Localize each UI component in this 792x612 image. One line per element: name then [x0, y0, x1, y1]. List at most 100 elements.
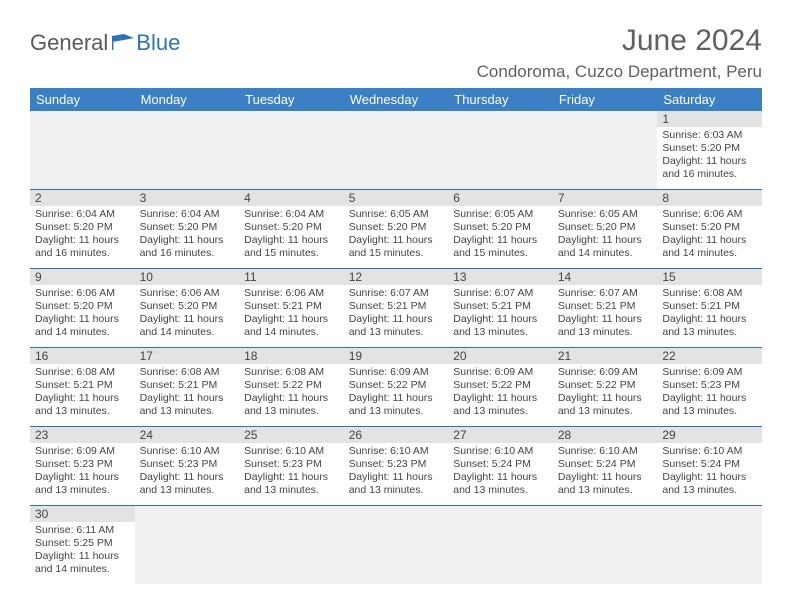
- calendar-cell: [239, 506, 344, 585]
- day-number: 23: [30, 427, 135, 443]
- calendar-cell: [344, 506, 449, 585]
- calendar-cell: [30, 111, 135, 190]
- calendar-row: 30Sunrise: 6:11 AMSunset: 5:25 PMDayligh…: [30, 506, 762, 585]
- calendar-cell: 28Sunrise: 6:10 AMSunset: 5:24 PMDayligh…: [553, 427, 658, 506]
- day-details: Sunrise: 6:10 AMSunset: 5:24 PMDaylight:…: [448, 443, 553, 502]
- weekday-header: Saturday: [657, 88, 762, 111]
- calendar-cell: 27Sunrise: 6:10 AMSunset: 5:24 PMDayligh…: [448, 427, 553, 506]
- day-details: Sunrise: 6:05 AMSunset: 5:20 PMDaylight:…: [448, 206, 553, 265]
- calendar-cell: 20Sunrise: 6:09 AMSunset: 5:22 PMDayligh…: [448, 348, 553, 427]
- day-number: 9: [30, 269, 135, 285]
- day-details: Sunrise: 6:09 AMSunset: 5:22 PMDaylight:…: [448, 364, 553, 423]
- day-details: Sunrise: 6:10 AMSunset: 5:23 PMDaylight:…: [239, 443, 344, 502]
- calendar-cell: 12Sunrise: 6:07 AMSunset: 5:21 PMDayligh…: [344, 269, 449, 348]
- calendar-cell: [239, 111, 344, 190]
- calendar-cell: [135, 111, 240, 190]
- location: Condoroma, Cuzco Department, Peru: [477, 62, 762, 82]
- day-details: Sunrise: 6:05 AMSunset: 5:20 PMDaylight:…: [553, 206, 658, 265]
- calendar-cell: 3Sunrise: 6:04 AMSunset: 5:20 PMDaylight…: [135, 190, 240, 269]
- calendar-row: 1Sunrise: 6:03 AMSunset: 5:20 PMDaylight…: [30, 111, 762, 190]
- calendar-cell: 17Sunrise: 6:08 AMSunset: 5:21 PMDayligh…: [135, 348, 240, 427]
- weekday-header: Wednesday: [344, 88, 449, 111]
- calendar-cell: 26Sunrise: 6:10 AMSunset: 5:23 PMDayligh…: [344, 427, 449, 506]
- calendar-cell: 29Sunrise: 6:10 AMSunset: 5:24 PMDayligh…: [657, 427, 762, 506]
- day-number: 4: [239, 190, 344, 206]
- day-details: Sunrise: 6:11 AMSunset: 5:25 PMDaylight:…: [30, 522, 135, 581]
- day-details: Sunrise: 6:04 AMSunset: 5:20 PMDaylight:…: [239, 206, 344, 265]
- day-number: 16: [30, 348, 135, 364]
- day-number: 24: [135, 427, 240, 443]
- calendar-cell: 15Sunrise: 6:08 AMSunset: 5:21 PMDayligh…: [657, 269, 762, 348]
- day-number: 26: [344, 427, 449, 443]
- calendar-cell: 6Sunrise: 6:05 AMSunset: 5:20 PMDaylight…: [448, 190, 553, 269]
- day-details: Sunrise: 6:08 AMSunset: 5:21 PMDaylight:…: [30, 364, 135, 423]
- day-number: 27: [448, 427, 553, 443]
- day-number: 11: [239, 269, 344, 285]
- calendar-row: 16Sunrise: 6:08 AMSunset: 5:21 PMDayligh…: [30, 348, 762, 427]
- calendar-cell: 13Sunrise: 6:07 AMSunset: 5:21 PMDayligh…: [448, 269, 553, 348]
- day-details: Sunrise: 6:06 AMSunset: 5:20 PMDaylight:…: [30, 285, 135, 344]
- day-number: 5: [344, 190, 449, 206]
- calendar-row: 9Sunrise: 6:06 AMSunset: 5:20 PMDaylight…: [30, 269, 762, 348]
- calendar-cell: 24Sunrise: 6:10 AMSunset: 5:23 PMDayligh…: [135, 427, 240, 506]
- weekday-header: Sunday: [30, 88, 135, 111]
- weekday-header: Tuesday: [239, 88, 344, 111]
- calendar-cell: 8Sunrise: 6:06 AMSunset: 5:20 PMDaylight…: [657, 190, 762, 269]
- day-number: 2: [30, 190, 135, 206]
- day-number: 14: [553, 269, 658, 285]
- day-details: Sunrise: 6:08 AMSunset: 5:22 PMDaylight:…: [239, 364, 344, 423]
- flag-icon: [112, 30, 134, 56]
- calendar-cell: 11Sunrise: 6:06 AMSunset: 5:21 PMDayligh…: [239, 269, 344, 348]
- calendar-row: 23Sunrise: 6:09 AMSunset: 5:23 PMDayligh…: [30, 427, 762, 506]
- calendar-cell: [553, 506, 658, 585]
- calendar-cell: 30Sunrise: 6:11 AMSunset: 5:25 PMDayligh…: [30, 506, 135, 585]
- day-details: Sunrise: 6:08 AMSunset: 5:21 PMDaylight:…: [657, 285, 762, 344]
- calendar-cell: 10Sunrise: 6:06 AMSunset: 5:20 PMDayligh…: [135, 269, 240, 348]
- logo: General Blue: [30, 24, 180, 56]
- day-number: 3: [135, 190, 240, 206]
- calendar-cell: 4Sunrise: 6:04 AMSunset: 5:20 PMDaylight…: [239, 190, 344, 269]
- month-title: June 2024: [477, 24, 762, 58]
- day-details: Sunrise: 6:07 AMSunset: 5:21 PMDaylight:…: [448, 285, 553, 344]
- day-details: Sunrise: 6:10 AMSunset: 5:24 PMDaylight:…: [553, 443, 658, 502]
- calendar-cell: 21Sunrise: 6:09 AMSunset: 5:22 PMDayligh…: [553, 348, 658, 427]
- calendar-cell: 18Sunrise: 6:08 AMSunset: 5:22 PMDayligh…: [239, 348, 344, 427]
- day-number: 28: [553, 427, 658, 443]
- day-number: 30: [30, 506, 135, 522]
- calendar-cell: 5Sunrise: 6:05 AMSunset: 5:20 PMDaylight…: [344, 190, 449, 269]
- calendar-cell: 14Sunrise: 6:07 AMSunset: 5:21 PMDayligh…: [553, 269, 658, 348]
- day-details: Sunrise: 6:10 AMSunset: 5:23 PMDaylight:…: [344, 443, 449, 502]
- day-details: Sunrise: 6:04 AMSunset: 5:20 PMDaylight:…: [135, 206, 240, 265]
- calendar-cell: [448, 111, 553, 190]
- day-number: 25: [239, 427, 344, 443]
- calendar-cell: 19Sunrise: 6:09 AMSunset: 5:22 PMDayligh…: [344, 348, 449, 427]
- day-number: 1: [657, 111, 762, 127]
- calendar-cell: [657, 506, 762, 585]
- day-number: 22: [657, 348, 762, 364]
- calendar-cell: [553, 111, 658, 190]
- day-number: 6: [448, 190, 553, 206]
- calendar-cell: 16Sunrise: 6:08 AMSunset: 5:21 PMDayligh…: [30, 348, 135, 427]
- calendar-cell: [448, 506, 553, 585]
- day-details: Sunrise: 6:08 AMSunset: 5:21 PMDaylight:…: [135, 364, 240, 423]
- weekday-header: Thursday: [448, 88, 553, 111]
- day-details: Sunrise: 6:09 AMSunset: 5:23 PMDaylight:…: [30, 443, 135, 502]
- day-number: 15: [657, 269, 762, 285]
- calendar-row: 2Sunrise: 6:04 AMSunset: 5:20 PMDaylight…: [30, 190, 762, 269]
- day-number: 18: [239, 348, 344, 364]
- weekday-header-row: Sunday Monday Tuesday Wednesday Thursday…: [30, 88, 762, 111]
- day-number: 29: [657, 427, 762, 443]
- weekday-header: Monday: [135, 88, 240, 111]
- day-details: Sunrise: 6:06 AMSunset: 5:21 PMDaylight:…: [239, 285, 344, 344]
- day-details: Sunrise: 6:06 AMSunset: 5:20 PMDaylight:…: [135, 285, 240, 344]
- title-block: June 2024 Condoroma, Cuzco Department, P…: [477, 24, 762, 82]
- logo-text-general: General: [30, 30, 108, 56]
- day-details: Sunrise: 6:10 AMSunset: 5:23 PMDaylight:…: [135, 443, 240, 502]
- calendar-cell: 1Sunrise: 6:03 AMSunset: 5:20 PMDaylight…: [657, 111, 762, 190]
- calendar-cell: [344, 111, 449, 190]
- calendar-cell: 23Sunrise: 6:09 AMSunset: 5:23 PMDayligh…: [30, 427, 135, 506]
- calendar-cell: 9Sunrise: 6:06 AMSunset: 5:20 PMDaylight…: [30, 269, 135, 348]
- logo-text-blue: Blue: [136, 30, 180, 56]
- day-details: Sunrise: 6:05 AMSunset: 5:20 PMDaylight:…: [344, 206, 449, 265]
- day-number: 10: [135, 269, 240, 285]
